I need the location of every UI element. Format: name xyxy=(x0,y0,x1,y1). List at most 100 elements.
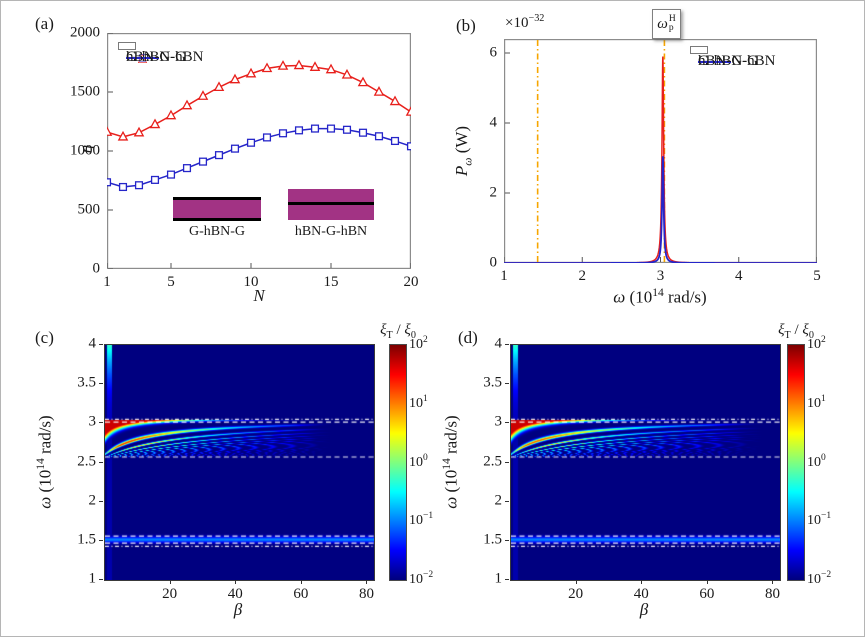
tick-label: 40 xyxy=(227,586,243,602)
tick-mark xyxy=(366,580,368,584)
tick-mark xyxy=(300,580,302,584)
panel-a-x-axis-label: N xyxy=(253,286,265,305)
panel-c-colorbar xyxy=(389,344,407,581)
tick-mark xyxy=(99,344,103,345)
panel-a-legend: △ G-hBN-G □ hBN-G-hBN xyxy=(118,42,204,65)
tick-label: 3 xyxy=(494,413,503,430)
panel-b-line-chart xyxy=(504,39,817,263)
panel-c-y-axis-label: ω (1014 rad/s) xyxy=(34,415,55,509)
tick-label: 20 xyxy=(568,586,584,602)
tick-label: 10−1 xyxy=(409,511,434,529)
tick-mark xyxy=(99,383,103,385)
legend-line xyxy=(126,57,159,59)
panel-d-colorbar-title: ξT / ξ0 xyxy=(778,322,814,341)
tick-label: 1 xyxy=(494,570,503,587)
tick-mark xyxy=(99,461,103,463)
legend-label: hBN-G-hBN xyxy=(698,53,776,69)
tick-label: 3.5 xyxy=(483,374,502,391)
tick-mark xyxy=(772,580,774,584)
tick-label: 20 xyxy=(162,586,178,602)
tick-label: 15 xyxy=(323,274,339,290)
tick-label: 2 xyxy=(88,492,97,509)
panel-a-label: (a) xyxy=(35,14,54,33)
tick-label: 2 xyxy=(578,268,587,284)
tick-label: 3 xyxy=(656,268,665,284)
tick-label: 40 xyxy=(633,586,649,602)
tick-label: 5 xyxy=(167,274,175,290)
tick-mark xyxy=(99,579,103,580)
tick-label: 4 xyxy=(88,335,97,352)
inset-label-g-hbn-g: G-hBN-G xyxy=(189,224,245,239)
tick-label: 101 xyxy=(409,393,428,411)
tick-label: 4 xyxy=(735,268,743,284)
panel-a-plot-area xyxy=(107,33,411,269)
tick-label: 100 xyxy=(409,452,428,470)
tick-mark xyxy=(99,539,103,541)
line-sample: □ xyxy=(126,50,159,65)
tick-mark xyxy=(235,580,237,584)
tick-label: 10 xyxy=(243,274,259,290)
panel-c-label: (c) xyxy=(35,328,54,347)
tick-label: 3.5 xyxy=(77,374,96,391)
tick-label: 10−2 xyxy=(409,570,434,587)
tick-label: 1500 xyxy=(70,83,100,100)
panel-d-label: (d) xyxy=(458,328,478,347)
tick-mark xyxy=(505,500,509,502)
tick-label: 0 xyxy=(92,260,101,277)
tick-label: 102 xyxy=(807,335,826,352)
tick-label: 5 xyxy=(813,268,821,284)
panel-a-line-chart xyxy=(107,33,411,269)
inset-structure-hbn-g-hbn xyxy=(288,189,374,220)
tick-label: 2.5 xyxy=(483,453,502,469)
panel-c-colorbar-title: ξT / ξ0 xyxy=(380,322,416,341)
tick-label: 2.5 xyxy=(77,453,96,469)
tick-label: 0 xyxy=(489,254,498,271)
tick-label: 10−1 xyxy=(807,511,832,529)
tick-mark xyxy=(99,422,103,424)
tick-label: 2 xyxy=(494,492,503,509)
legend-label: hBN-G-hBN xyxy=(126,49,204,65)
tick-label: 1 xyxy=(103,274,111,290)
tick-mark xyxy=(99,500,103,502)
tick-mark xyxy=(575,580,577,584)
tick-mark xyxy=(641,580,643,584)
tick-label: 20 xyxy=(403,274,419,290)
panel-c-heatmap xyxy=(104,344,375,581)
panel-d-y-axis-label: ω (1014 rad/s) xyxy=(440,415,461,509)
tick-mark xyxy=(505,539,509,541)
inset-label-hbn-g-hbn: hBN-G-hBN xyxy=(294,224,368,239)
line-sample xyxy=(698,54,731,69)
tick-label: 500 xyxy=(77,201,101,218)
tick-label: 1 xyxy=(88,570,97,587)
tick-mark xyxy=(706,580,708,584)
tick-mark xyxy=(169,580,171,584)
panel-b-y-axis-label: Pω (W) xyxy=(452,125,475,177)
tick-label: 6 xyxy=(489,44,498,61)
tick-label: 102 xyxy=(409,335,428,352)
tick-label: 60 xyxy=(293,586,309,602)
tick-label: 4 xyxy=(489,114,498,131)
tick-label: 2 xyxy=(489,184,498,201)
tick-label: 101 xyxy=(807,393,826,411)
legend-line xyxy=(698,61,731,63)
tick-label: 2000 xyxy=(70,24,100,41)
panel-d-x-axis-label: β xyxy=(639,600,649,619)
tick-label: 1 xyxy=(500,268,508,284)
tick-label: 80 xyxy=(358,586,374,602)
panel-d-heatmap xyxy=(510,344,781,581)
panel-c-x-axis-label: β xyxy=(233,600,243,619)
tick-label: 3 xyxy=(88,413,97,430)
panel-d-colorbar xyxy=(787,344,805,581)
panel-b-label: (b) xyxy=(456,16,476,35)
tick-mark xyxy=(505,383,509,385)
tick-label: 1.5 xyxy=(483,531,502,548)
tick-label: 1.5 xyxy=(77,531,96,548)
panel-b-legend: G-hBN-G hBN-G-hBN xyxy=(690,46,776,69)
tick-mark xyxy=(505,422,509,424)
graphene-layer-line xyxy=(288,202,374,205)
tick-label: 4 xyxy=(494,335,503,352)
panel-b-plot-area xyxy=(504,39,817,263)
